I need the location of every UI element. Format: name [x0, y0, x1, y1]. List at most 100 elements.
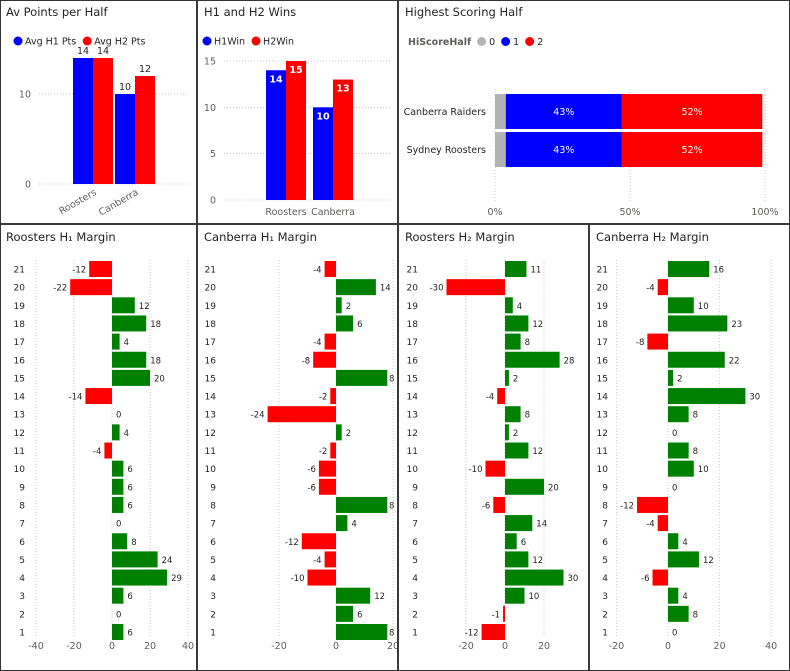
- y-tick-label: 4: [602, 574, 608, 584]
- bar: [112, 333, 120, 350]
- bar: [336, 587, 371, 604]
- bar: [73, 58, 93, 184]
- y-tick-label: 20: [14, 284, 26, 294]
- x-tick-label: 20: [714, 641, 726, 652]
- data-label: -4: [646, 284, 654, 294]
- panel-avg-points[interactable]: Av Points per Half Avg H1 Pts Avg H2 Pts 0…: [1, 1, 195, 223]
- panel-wins[interactable]: H1 and H2 Wins H1Win H2Win 0 5 10 15 14 15 Roost…: [199, 1, 396, 223]
- data-label: 6: [521, 538, 526, 548]
- data-label: 0: [116, 411, 121, 421]
- data-label: 4: [124, 429, 129, 439]
- bar: [135, 76, 155, 184]
- y-tick-label: 8: [19, 501, 25, 511]
- bar: [336, 297, 342, 314]
- bar: [313, 107, 333, 200]
- bar: [112, 369, 150, 386]
- x-tick-label: 20: [144, 641, 156, 652]
- bar: [336, 279, 376, 296]
- data-label: -12: [285, 538, 299, 548]
- bar-segment: [505, 132, 622, 167]
- bar: [505, 315, 529, 332]
- y-tick-label: 14: [14, 393, 26, 403]
- y-tick-label: 8: [210, 501, 216, 511]
- data-label: -6: [307, 465, 315, 475]
- y-tick-label: 17: [597, 338, 608, 348]
- bar: [286, 61, 306, 200]
- y-tick-label: 18: [14, 320, 26, 330]
- y-tick-label: 7: [602, 520, 608, 530]
- y-tick-label: 15: [597, 374, 608, 384]
- panel-title: Av Points per Half: [6, 5, 108, 19]
- data-label: 52%: [682, 107, 703, 118]
- bar: [112, 624, 124, 640]
- data-label: 12: [374, 592, 385, 602]
- wins-chart[interactable]: H1Win H2Win 0 5 10 15 14 15 Roosters 10 13 Canberra: [199, 1, 396, 223]
- data-label: -12: [72, 266, 86, 276]
- data-label: 8: [389, 629, 394, 639]
- panel-canberra-h1[interactable]: Canberra H₁ Margin -20 0 20 21 -4 20 14 19 2 18 6 1…: [199, 226, 399, 670]
- data-label: -4: [313, 338, 321, 348]
- data-label: -4: [93, 447, 101, 457]
- data-label: 4: [517, 302, 522, 312]
- data-label: 12: [532, 447, 543, 457]
- data-label: 8: [389, 501, 394, 511]
- data-label: 20: [154, 374, 165, 384]
- bar: [505, 369, 509, 386]
- data-label: -8: [636, 338, 644, 348]
- bar: [333, 79, 353, 200]
- y-tick-label: 14: [407, 393, 419, 403]
- data-label: 8: [525, 338, 530, 348]
- y-tick-label: 15: [407, 374, 418, 384]
- y-tick-label: 9: [412, 483, 418, 493]
- data-label: -10: [469, 465, 483, 475]
- data-label: 8: [525, 411, 530, 421]
- y-tick-label: 18: [407, 320, 419, 330]
- data-label: 4: [682, 592, 687, 602]
- panel-title: Highest Scoring Half: [405, 5, 523, 19]
- bar: [307, 569, 336, 586]
- bar: [112, 478, 124, 495]
- avg-points-chart[interactable]: Avg H1 Pts Avg H2 Pts 0 10 14 14 Roosters 10 12 C…: [1, 1, 195, 223]
- data-label: -4: [313, 556, 321, 566]
- highest-half-chart[interactable]: HiScoreHalf 0 1 2 0% 50% 100% Canberra Raiders 4…: [400, 1, 789, 223]
- panel-roosters-h1[interactable]: Roosters H₁ Margin -40 -20 0 20 40 21 -12 20 -22…: [1, 226, 195, 670]
- x-tick-label: 0%: [487, 207, 502, 218]
- divider: [1, 223, 789, 225]
- y-tick-label: 1: [602, 629, 608, 639]
- panel-canberra-h2[interactable]: Canberra H₂ Margin -20 0 20 40 21 16 20 -4 19 10 1…: [591, 226, 789, 670]
- y-tick-label: 9: [210, 483, 216, 493]
- data-label: 6: [127, 592, 132, 602]
- x-tick-label: Roosters: [57, 187, 98, 217]
- data-label: -2: [319, 447, 327, 457]
- panel-roosters-h2[interactable]: Roosters H₂ Margin -20 0 20 21 11 20 -30 19 4 18 1…: [400, 226, 588, 670]
- data-label: 2: [677, 374, 682, 384]
- bar: [324, 261, 336, 277]
- data-label: 22: [729, 356, 740, 366]
- data-label: 2: [346, 302, 351, 312]
- data-label: 12: [532, 556, 543, 566]
- legend-marker: [477, 37, 487, 46]
- y-tick-label: 15: [204, 57, 216, 68]
- x-tick-label: Roosters: [265, 207, 306, 218]
- y-tick-label: 20: [407, 284, 419, 294]
- panel-highest-half[interactable]: Highest Scoring Half HiScoreHalf 0 1 2 0% 50%…: [400, 1, 789, 223]
- data-label: 23: [731, 320, 742, 330]
- bar: [318, 478, 336, 495]
- y-tick-label: 21: [597, 266, 608, 276]
- data-label: -12: [465, 629, 479, 639]
- bar: [505, 569, 564, 586]
- y-tick-label: 12: [407, 429, 418, 439]
- bar: [336, 369, 388, 386]
- y-tick-label: 2: [602, 610, 608, 620]
- y-tick-label: 3: [602, 592, 608, 602]
- bar-segment: [621, 94, 763, 129]
- panel-title: Roosters H₁ Margin: [6, 230, 116, 244]
- data-label: -10: [291, 574, 305, 584]
- data-label: -4: [486, 393, 494, 403]
- y-tick-label: 7: [412, 520, 418, 530]
- x-tick-label: 40: [765, 641, 777, 652]
